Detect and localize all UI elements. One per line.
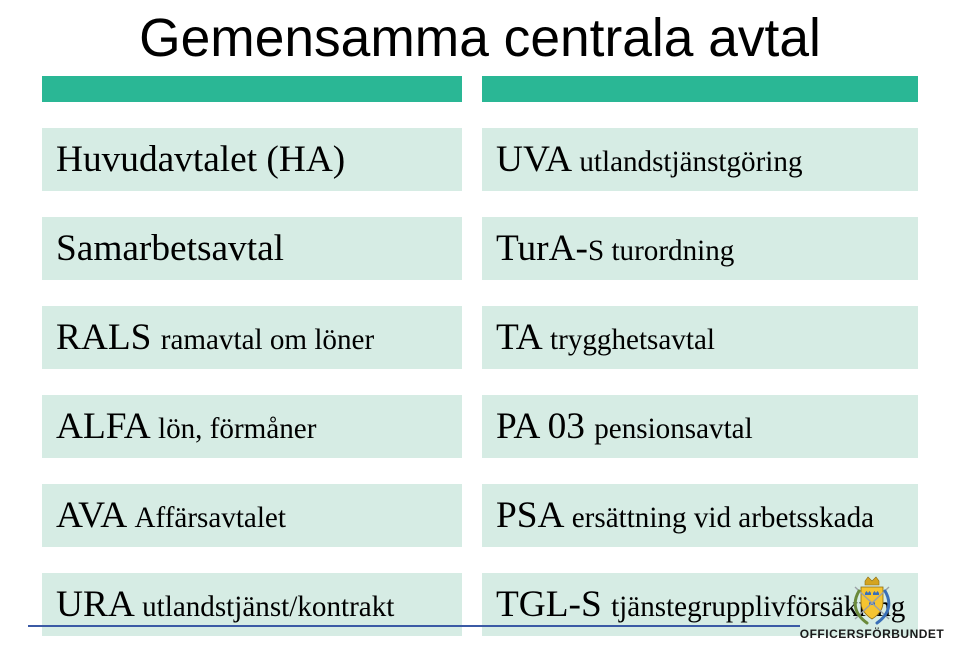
table-spacer (42, 191, 918, 217)
cell-right: UVA utlandstjänstgöring (496, 139, 803, 180)
footer-divider (28, 625, 800, 627)
table-spacer (42, 458, 918, 484)
cell-right: PSA ersättning vid arbetsskada (496, 495, 874, 536)
cell-right: TurA-S turordning (496, 228, 734, 269)
organization-logo: OFFICERSFÖRBUNDET (802, 563, 942, 641)
cell-left: RALS ramavtal om löner (56, 317, 374, 358)
cell-left: Huvudavtalet (HA) (56, 139, 345, 180)
table-spacer (42, 547, 918, 573)
crest-icon (849, 575, 895, 625)
agreements-table: Huvudavtalet (HA) UVA utlandstjänstgöring… (42, 76, 918, 636)
table-header-row (42, 76, 918, 102)
page-title: Gemensamma centrala avtal (0, 8, 960, 69)
table-spacer (42, 280, 918, 306)
table-spacer (42, 369, 918, 395)
cell-right: TA trygghetsavtal (496, 317, 715, 358)
table-row: RALS ramavtal om löner TA trygghetsavtal (42, 306, 918, 369)
table-row: Samarbetsavtal TurA-S turordning (42, 217, 918, 280)
cell-left: URA utlandstjänst/kontrakt (56, 584, 394, 625)
table-row: AVA Affärsavtalet PSA ersättning vid arbe… (42, 484, 918, 547)
logo-wordmark: OFFICERSFÖRBUNDET (800, 627, 945, 641)
cell-right: PA 03 pensionsavtal (496, 406, 753, 447)
table-row: Huvudavtalet (HA) UVA utlandstjänstgöring (42, 128, 918, 191)
table-row: ALFA lön, förmåner PA 03 pensionsavtal (42, 395, 918, 458)
cell-left: AVA Affärsavtalet (56, 495, 286, 536)
cell-left: Samarbetsavtal (56, 228, 284, 269)
table-spacer (42, 102, 918, 128)
cell-left: ALFA lön, förmåner (56, 406, 316, 447)
